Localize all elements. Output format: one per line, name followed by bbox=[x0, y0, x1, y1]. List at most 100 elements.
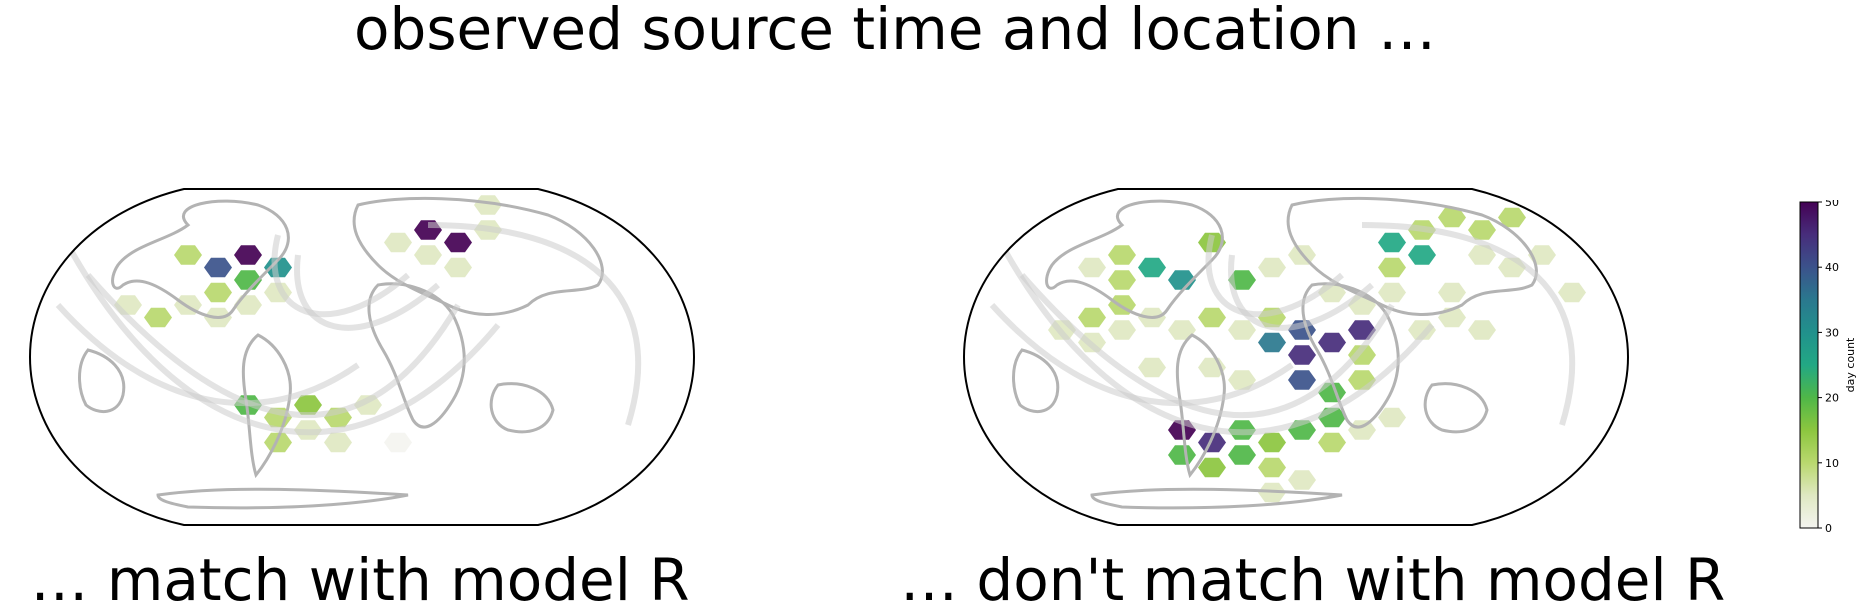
hexbin-cell bbox=[1438, 207, 1466, 228]
colorbar: 0 10 20 30 40 50 day count bbox=[1799, 200, 1857, 535]
hexbin-cell bbox=[1468, 245, 1496, 265]
hexbin-cell bbox=[444, 232, 472, 253]
propagation-path bbox=[271, 234, 410, 318]
coastline bbox=[156, 487, 409, 510]
hexbin-cell bbox=[1258, 257, 1286, 278]
propagation-path bbox=[55, 302, 360, 407]
world-map-nomatch-panel bbox=[962, 188, 1630, 526]
panel-caption-match: … match with model R bbox=[30, 546, 690, 614]
coastline bbox=[367, 282, 466, 429]
colorbar-tick-label: 10 bbox=[1825, 457, 1839, 470]
coastline bbox=[241, 333, 292, 479]
panel-caption-nomatch: … don't match with model R bbox=[900, 546, 1726, 614]
colorbar-tick-label: 40 bbox=[1825, 261, 1839, 274]
hexbin-cell bbox=[1108, 320, 1136, 340]
colorbar-tick-label: 50 bbox=[1825, 200, 1839, 209]
hexbin-cell bbox=[1408, 245, 1436, 265]
coastline bbox=[1423, 382, 1489, 434]
hexbin-cell bbox=[1558, 282, 1586, 303]
propagation-path bbox=[1205, 234, 1344, 318]
propagation-path bbox=[999, 243, 1435, 436]
coastline bbox=[1090, 487, 1343, 510]
hexbin-cell bbox=[1168, 445, 1196, 465]
hexbin-cell bbox=[1198, 457, 1226, 478]
hexbin-cell bbox=[144, 307, 172, 328]
hexbin-cell bbox=[1288, 470, 1316, 490]
hexbin-cell bbox=[1108, 245, 1136, 265]
hexbin-cell bbox=[174, 245, 202, 265]
coastline bbox=[352, 196, 604, 316]
hexbin-cell bbox=[1378, 257, 1406, 278]
hexbin-cell bbox=[234, 245, 262, 265]
hexbin-cell bbox=[1318, 332, 1346, 353]
hexbin-cell bbox=[474, 195, 502, 215]
hexbin-cell bbox=[384, 232, 412, 253]
colorbar-tick-label: 20 bbox=[1825, 392, 1839, 405]
hexbin-cell bbox=[1258, 432, 1286, 453]
colorbar-tick-label: 0 bbox=[1825, 522, 1832, 535]
hexbin-cell bbox=[294, 395, 322, 415]
match-map-body bbox=[30, 189, 694, 525]
coastline bbox=[78, 348, 126, 414]
hexbin-cell bbox=[1288, 370, 1316, 390]
coastline bbox=[1045, 199, 1224, 319]
propagation-path bbox=[989, 302, 1294, 407]
coastline bbox=[1175, 333, 1226, 479]
hexbin-cell bbox=[1198, 307, 1226, 328]
hexbin-cell bbox=[1378, 282, 1406, 303]
propagation-path bbox=[65, 243, 501, 436]
hexbin-cell bbox=[414, 245, 442, 265]
hexbin-cell bbox=[354, 395, 382, 415]
nomatch-map-frame bbox=[962, 188, 1630, 526]
nomatch-map-body bbox=[964, 189, 1628, 525]
coastline bbox=[1286, 196, 1538, 316]
hexbin-cell bbox=[1378, 232, 1406, 253]
figure-title: observed source time and location … bbox=[354, 0, 1436, 63]
colorbar-gradient bbox=[1799, 201, 1819, 529]
hexbin-cell bbox=[264, 257, 292, 278]
hexbin-cell bbox=[1108, 270, 1136, 290]
match-hexbin-layer bbox=[114, 195, 502, 453]
world-map-match-panel bbox=[28, 188, 696, 526]
hexbin-cell bbox=[1378, 407, 1406, 428]
hexbin-cell bbox=[1228, 320, 1256, 340]
hexbin-cell bbox=[1168, 320, 1196, 340]
coastline bbox=[111, 199, 290, 319]
nomatch-coastlines bbox=[1012, 196, 1538, 510]
colorbar-label: day count bbox=[1844, 337, 1857, 392]
match-great-circle-paths bbox=[55, 222, 642, 436]
match-map-frame bbox=[28, 188, 696, 526]
coastline bbox=[1301, 282, 1400, 429]
hexbin-cell bbox=[1078, 257, 1106, 278]
hexbin-cell bbox=[1138, 257, 1166, 278]
propagation-path bbox=[427, 222, 642, 426]
propagation-path bbox=[1019, 273, 1395, 419]
coastline bbox=[489, 382, 555, 434]
hexbin-cell bbox=[1318, 432, 1346, 453]
propagation-path bbox=[1228, 254, 1374, 331]
coastline bbox=[1012, 348, 1060, 414]
propagation-path bbox=[1361, 222, 1576, 426]
hexbin-cell bbox=[1228, 370, 1256, 390]
hexbin-cell bbox=[1468, 320, 1496, 340]
hexbin-cell bbox=[204, 257, 232, 278]
hexbin-cell bbox=[1438, 282, 1466, 303]
hexbin-cell bbox=[1228, 445, 1256, 465]
hexbin-cell bbox=[1468, 220, 1496, 240]
hexbin-cell bbox=[264, 432, 292, 453]
hexbin-cell bbox=[1498, 207, 1526, 228]
hexbin-cell bbox=[384, 432, 412, 453]
propagation-path bbox=[294, 254, 440, 331]
hexbin-cell bbox=[204, 282, 232, 303]
hexbin-cell bbox=[1288, 345, 1316, 365]
hexbin-cell bbox=[1258, 332, 1286, 353]
hexbin-cell bbox=[1198, 432, 1226, 453]
match-coastlines bbox=[78, 196, 604, 510]
nomatch-hexbin-layer bbox=[1048, 207, 1586, 503]
hexbin-cell bbox=[1138, 357, 1166, 378]
hexbin-cell bbox=[1258, 457, 1286, 478]
propagation-path bbox=[85, 273, 461, 419]
hexbin-cell bbox=[324, 432, 352, 453]
colorbar-ticks: 0 10 20 30 40 50 bbox=[1818, 200, 1839, 535]
hexbin-cell bbox=[444, 257, 472, 278]
